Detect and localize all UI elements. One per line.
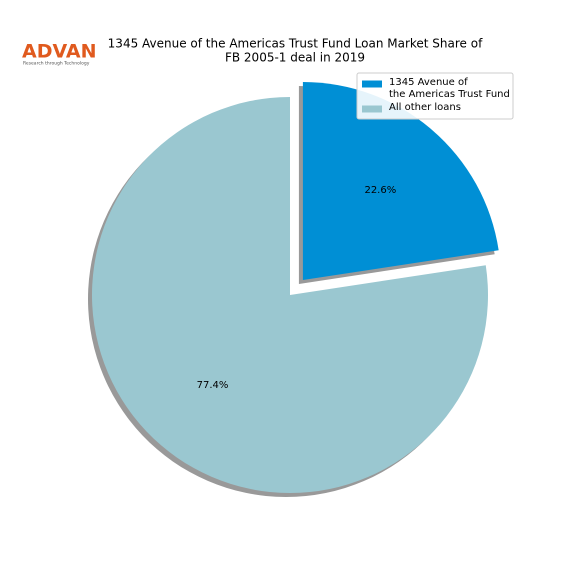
legend-label: 1345 Avenue of xyxy=(389,77,468,88)
logo-name: ADVAN xyxy=(22,41,97,63)
pie-slice xyxy=(92,97,488,493)
legend-swatch xyxy=(362,80,382,88)
chart-title: FB 2005-1 deal in 2019 xyxy=(225,51,365,65)
legend-label: All other loans xyxy=(389,102,461,113)
legend-box xyxy=(356,72,514,120)
legend-label: the Americas Trust Fund xyxy=(389,89,510,100)
legend-swatch xyxy=(362,105,382,113)
value-label: 77.4% xyxy=(197,380,229,391)
logo-tagline: Research through Technology xyxy=(23,61,90,67)
value-label: 22.6% xyxy=(364,185,396,196)
chart-title: 1345 Avenue of the Americas Trust Fund L… xyxy=(108,37,483,51)
pie-slice xyxy=(302,81,499,280)
